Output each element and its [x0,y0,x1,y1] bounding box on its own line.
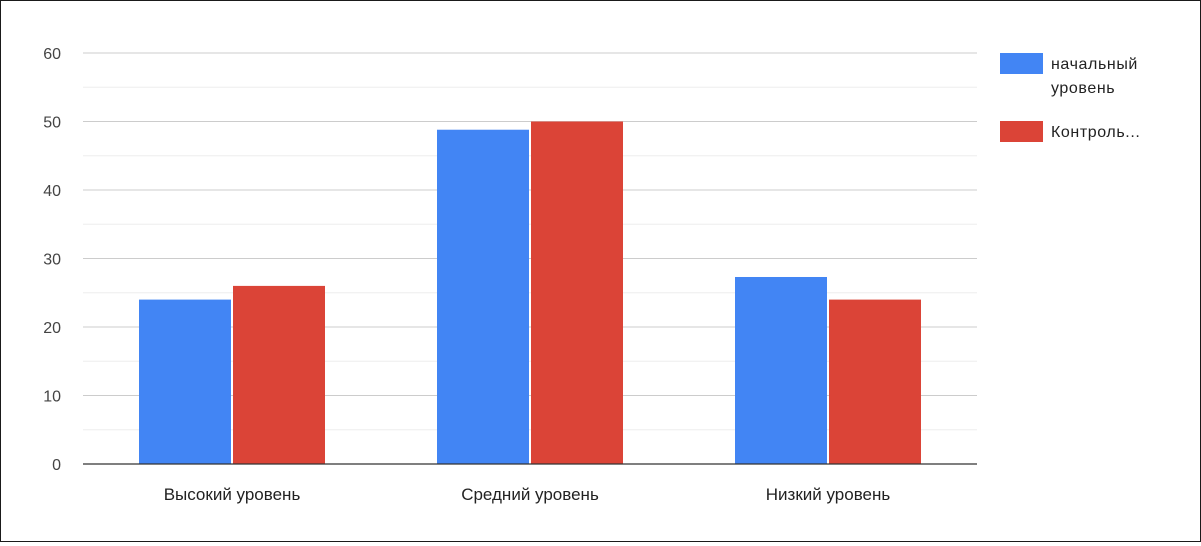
y-axis-ticks: 0 10 20 30 40 50 60 [43,46,61,474]
legend-swatch [1000,121,1043,142]
x-tick-label: Средний уровень [461,485,599,504]
bar [735,276,827,464]
x-tick-label: Низкий уровень [766,485,891,504]
y-tick-label: 50 [43,115,61,132]
bar [531,121,623,464]
bar [437,129,529,464]
y-tick-label: 0 [52,457,61,474]
legend-label: Контроль... [1051,124,1140,141]
y-tick-label: 10 [43,389,61,406]
bar [139,299,231,464]
legend: начальный уровень Контроль... [1000,53,1140,142]
legend-swatch [1000,53,1043,74]
bar [829,299,921,464]
legend-label: уровень [1051,80,1115,97]
x-tick-label: Высокий уровень [164,485,301,504]
bar [233,285,325,464]
y-tick-label: 40 [43,183,61,200]
legend-label: начальный [1051,56,1138,73]
y-tick-label: 60 [43,46,61,63]
gridlines [83,52,977,431]
y-tick-label: 20 [43,320,61,337]
x-axis-ticks: Высокий уровень Средний уровень Низкий уро… [164,485,891,504]
bars [139,121,921,464]
y-tick-label: 30 [43,252,61,269]
